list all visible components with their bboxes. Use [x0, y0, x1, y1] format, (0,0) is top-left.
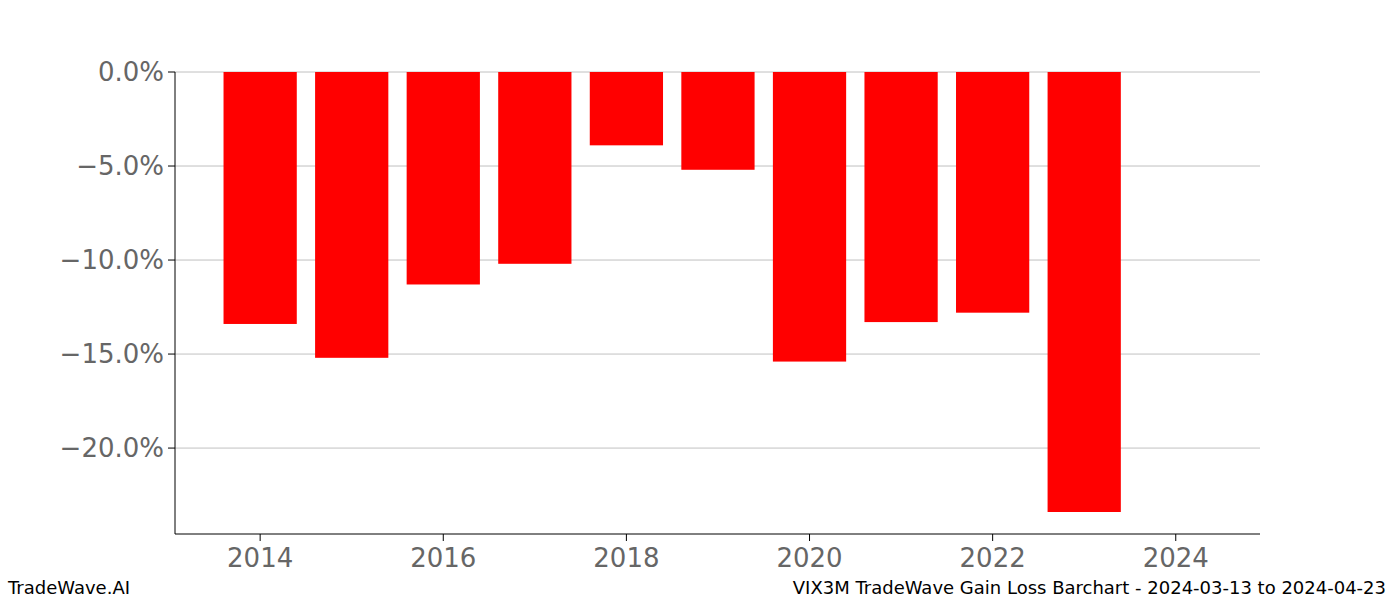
annotation: TradeWave.AI — [7, 577, 130, 598]
x-tick-label: 2024 — [1143, 543, 1209, 573]
y-tick — [168, 354, 175, 355]
y-tick-label: −15.0% — [60, 339, 164, 369]
y-tick-label: −5.0% — [76, 151, 164, 181]
x-tick — [626, 534, 627, 541]
y-tick-label: 0.0% — [98, 57, 164, 87]
bar — [407, 72, 480, 284]
bar — [864, 72, 937, 322]
bar — [315, 72, 388, 358]
bar — [498, 72, 571, 264]
y-tick — [168, 72, 175, 73]
bars — [224, 72, 1121, 512]
y-tick — [168, 448, 175, 449]
y-tick — [168, 260, 175, 261]
bar — [956, 72, 1029, 313]
x-tick — [992, 534, 993, 541]
bar — [681, 72, 754, 170]
x-tick — [809, 534, 810, 541]
chart: 0.0% −5.0% −10.0% −15.0% −20.0% 2014 2016 2018 2… — [0, 0, 1400, 600]
x-tick — [443, 534, 444, 541]
y-tick — [168, 166, 175, 167]
y-tick-label: −20.0% — [60, 433, 164, 463]
bar — [1048, 72, 1121, 512]
x-tick — [260, 534, 261, 541]
x-axis — [175, 534, 1260, 535]
x-tick-label: 2020 — [776, 543, 842, 573]
x-tick — [1175, 534, 1176, 541]
bar — [773, 72, 846, 362]
x-tick-label: 2014 — [227, 543, 293, 573]
bar — [224, 72, 297, 324]
x-tick-label: 2018 — [593, 543, 659, 573]
bar — [590, 72, 663, 145]
y-axis — [175, 72, 176, 534]
x-tick-label: 2016 — [410, 543, 476, 573]
y-tick-label: −10.0% — [60, 245, 164, 275]
x-tick-label: 2022 — [960, 543, 1026, 573]
title: VIX3M TradeWave Gain Loss Barchart - 202… — [793, 577, 1386, 598]
